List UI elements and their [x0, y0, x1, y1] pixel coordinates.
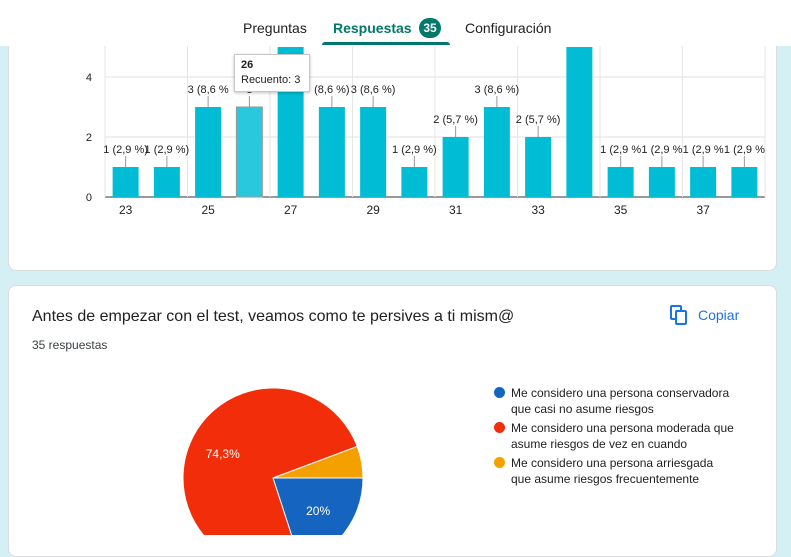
bar [690, 167, 717, 197]
x-tick-label: 23 [119, 203, 133, 217]
question-title: Antes de empezar con el test, veamos com… [32, 308, 515, 325]
question-card [8, 285, 777, 557]
legend-item[interactable]: Me considero una persona conservadora qu… [494, 385, 734, 417]
bar [483, 107, 510, 197]
active-tab-indicator [322, 42, 450, 45]
bar [318, 107, 345, 197]
bar [112, 167, 139, 197]
bar [442, 137, 469, 197]
tab-configuracion[interactable]: Configuración [465, 20, 552, 36]
data-label: 1 (2,9 %) [145, 144, 190, 156]
y-tick-label: 2 [86, 132, 92, 144]
tab-preguntas[interactable]: Preguntas [243, 20, 307, 36]
pie-chart: 20% 74,3% [182, 387, 364, 535]
data-label: 2 (5,7 %) [433, 114, 478, 126]
response-count: 35 respuestas [32, 338, 108, 352]
legend-label: Me considero una persona moderada que as… [511, 421, 734, 451]
bar [525, 137, 552, 197]
data-label: 1 (2,9 % [683, 144, 724, 156]
data-label: 1 (2,9 %) [392, 144, 437, 156]
bar [607, 167, 634, 197]
copy-icon [670, 305, 687, 325]
data-label: 1 (2,9 % [600, 144, 641, 156]
bar [401, 167, 428, 197]
x-tick-label: 27 [284, 203, 298, 217]
x-tick-label: 33 [531, 203, 545, 217]
data-label: 2 (5,7 %) [516, 114, 561, 126]
legend-item[interactable]: Me considero una persona arriesgada que … [494, 455, 734, 487]
pie-slice [272, 477, 364, 535]
legend-dot-blue [494, 387, 505, 398]
bar [648, 167, 675, 197]
data-label: 3 (8,6 %) [351, 84, 396, 96]
pie-slice [272, 445, 364, 479]
x-tick-label: 35 [614, 203, 628, 217]
pie-slice [182, 387, 358, 535]
bar-chart-card [8, 20, 777, 271]
legend-dot-red [494, 422, 505, 433]
bar [566, 47, 593, 197]
data-label: 3 (8,6 %) [475, 84, 520, 96]
data-label: 1 (2,9 %) [103, 144, 148, 156]
data-label: 3 (8,6 % [188, 84, 229, 96]
pie-label: 20% [306, 504, 330, 518]
x-tick-label: 29 [366, 203, 380, 217]
bar [153, 167, 180, 197]
tooltip-title: 26 [241, 59, 254, 71]
tab-respuestas[interactable]: Respuestas [333, 20, 412, 36]
data-label: 1 (2,9 % [724, 144, 765, 156]
responses-header: Preguntas Respuestas 35 Configuración [0, 0, 791, 46]
legend-label: Me considero una persona conservadora qu… [511, 386, 730, 416]
bar [360, 107, 387, 197]
legend-label: Me considero una persona arriesgada que … [511, 456, 714, 486]
bar [731, 167, 758, 197]
pie-label: 74,3% [206, 447, 240, 461]
y-tick-label: 4 [86, 72, 92, 84]
data-label: (8,6 %) [314, 84, 349, 96]
legend-item[interactable]: Me considero una persona moderada que as… [494, 420, 734, 452]
y-tick-label: 0 [86, 192, 92, 204]
legend-dot-orange [494, 457, 505, 468]
copy-button[interactable]: Copiar [670, 302, 739, 328]
bar-tooltip: 26 Recuento: 3 [234, 54, 310, 92]
responses-count-badge: 35 [419, 18, 441, 38]
x-tick-label: 25 [201, 203, 215, 217]
bar [195, 107, 222, 197]
pie-legend: Me considero una persona conservadora qu… [494, 385, 734, 490]
tooltip-body: Recuento: 3 [241, 74, 301, 86]
x-tick-label: 37 [696, 203, 710, 217]
copy-label: Copiar [698, 307, 740, 323]
data-label: 1 (2,9 % [641, 144, 682, 156]
x-tick-label: 31 [449, 203, 463, 217]
